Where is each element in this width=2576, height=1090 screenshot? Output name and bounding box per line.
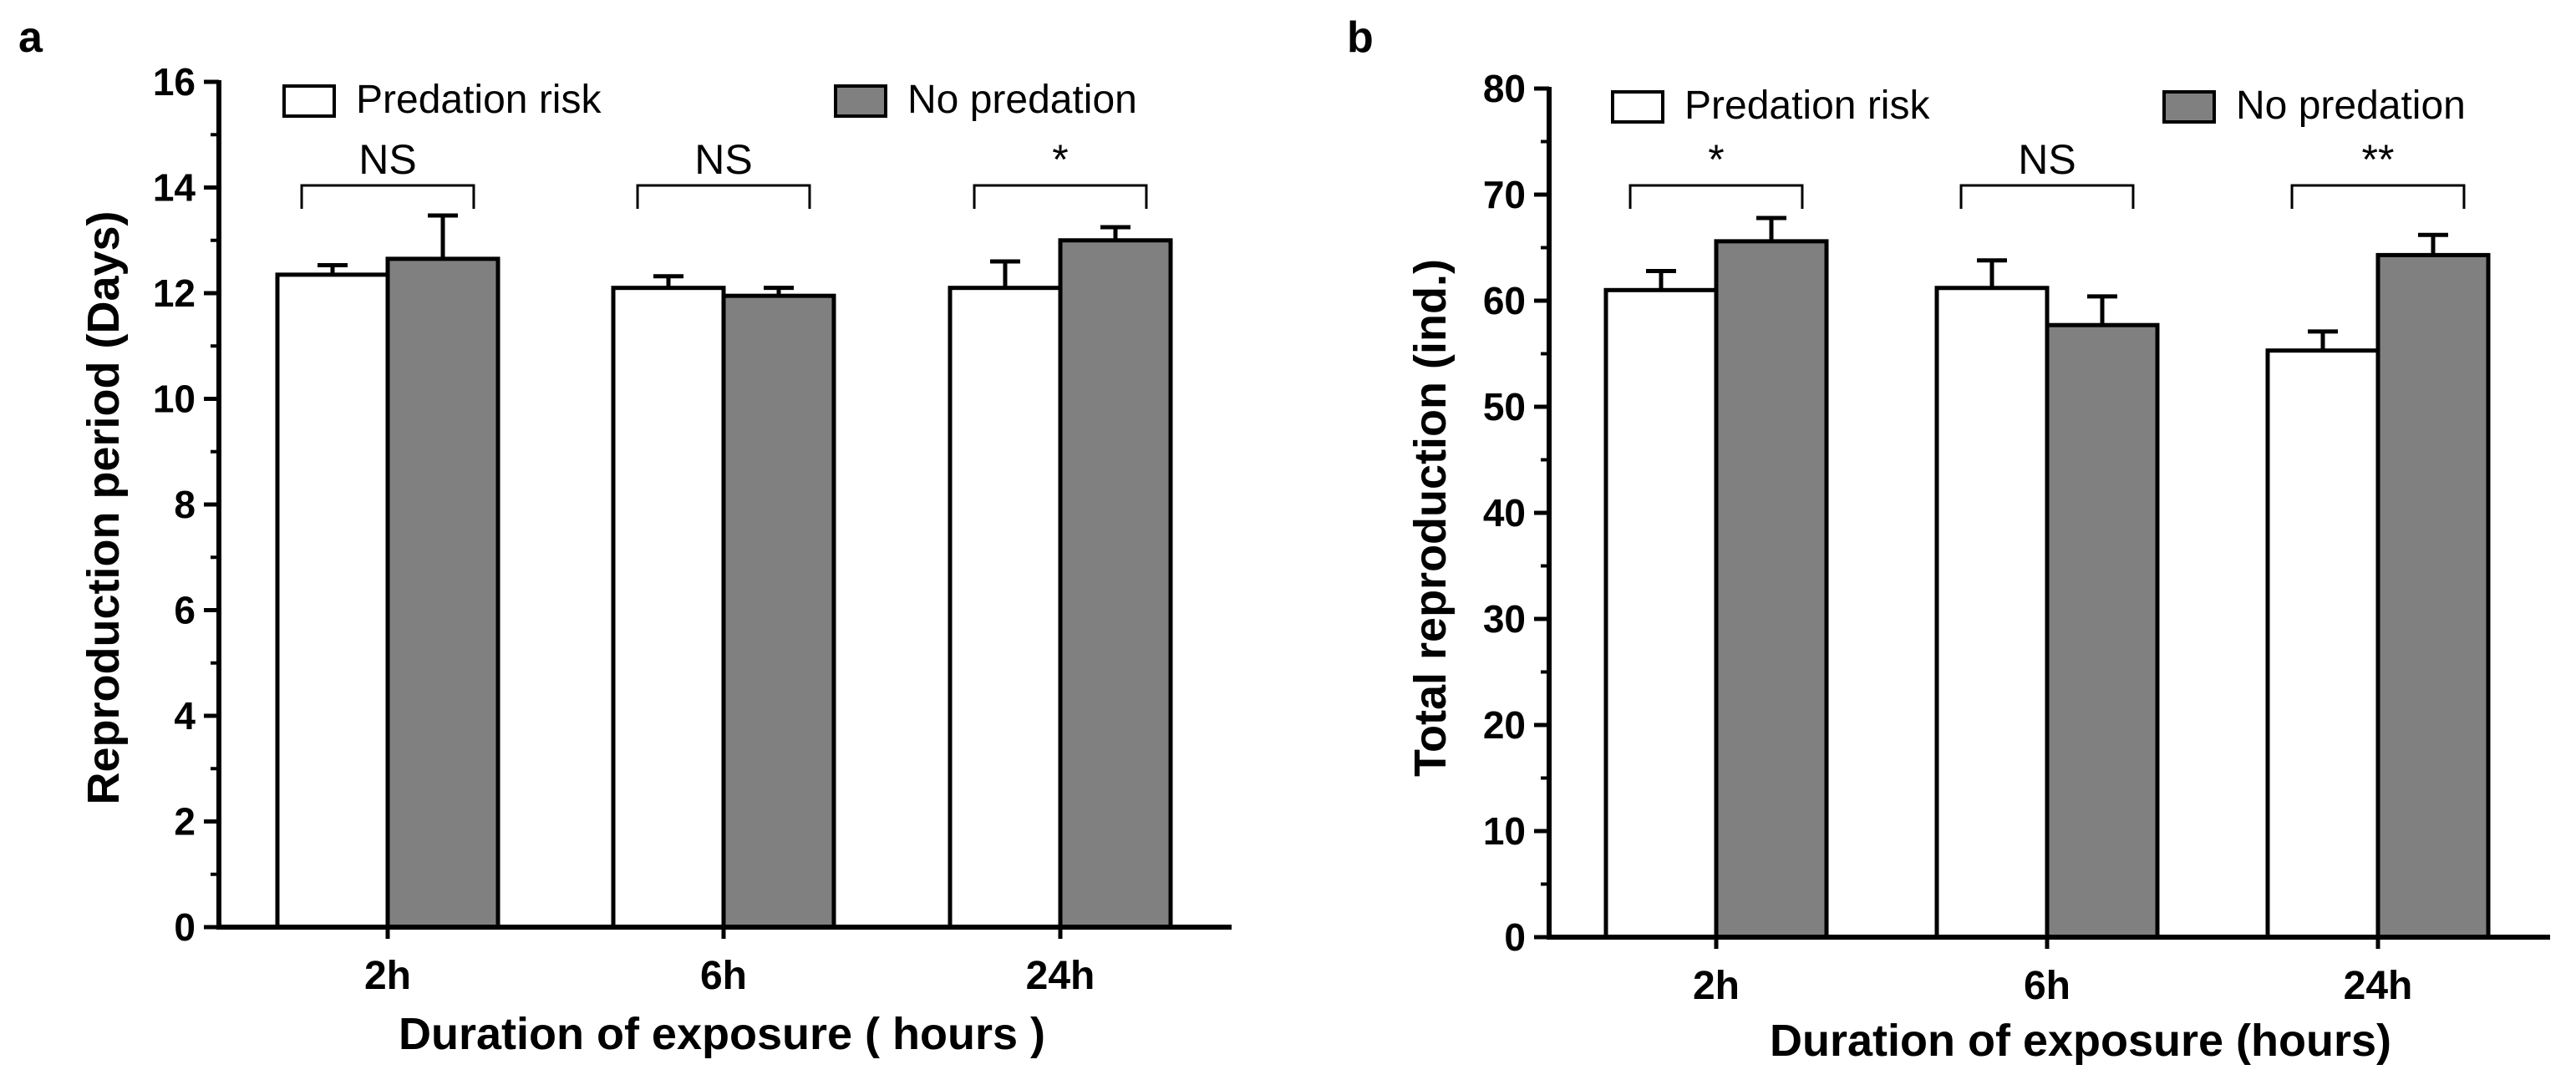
legend-label-predation-risk: Predation risk <box>356 78 602 122</box>
significance-bracket-24h <box>2290 184 2466 209</box>
panel-b-letter: b <box>1347 13 1374 62</box>
significance-label-24h: ** <box>2362 136 2395 183</box>
significance-bracket-6h <box>636 184 811 209</box>
y-tick-label-8: 8 <box>174 483 196 526</box>
panel-b-legend: Predation risk No predation <box>1611 84 2466 128</box>
bar-predation-risk-2h <box>1603 287 1719 940</box>
bar-no-predation-6h <box>721 293 836 930</box>
panel-b-x-axis-title: Duration of exposure (hours) <box>1770 1016 2391 1066</box>
legend-label-no-predation: No predation <box>2236 84 2466 128</box>
significance-label-6h: NS <box>2018 136 2076 183</box>
bar-no-predation-24h <box>1058 238 1173 930</box>
y-tick-label-0: 0 <box>174 905 196 949</box>
bar-no-predation-24h <box>2375 252 2491 940</box>
y-tick-label-16: 16 <box>153 60 196 104</box>
significance-bracket-2h <box>1628 184 1804 209</box>
panel-b: b Total reproduction (ind.) Duration of … <box>1347 13 2550 1066</box>
y-tick-label-2: 2 <box>174 800 196 844</box>
significance-bracket-24h <box>973 184 1148 209</box>
panel-a-legend: Predation risk No predation <box>282 78 1137 122</box>
bar-predation-risk-24h <box>948 286 1063 930</box>
x-tick-label-2h: 2h <box>364 954 411 998</box>
panel-a-x-axis-title: Duration of exposure ( hours ) <box>399 1009 1045 1059</box>
bar-no-predation-2h <box>1714 239 1829 940</box>
significance-label-2h: * <box>1708 136 1724 183</box>
y-tick-label-6: 6 <box>174 589 196 632</box>
panel-a-y-axis-title: Reproduction period (Days) <box>79 210 129 804</box>
panel-a-letter: a <box>18 13 43 62</box>
y-tick-label-14: 14 <box>153 166 196 210</box>
panel-a: a Reproduction period (Days) Duration of… <box>18 13 1232 1059</box>
bar-predation-risk-2h <box>275 272 390 930</box>
y-tick-label-0: 0 <box>1504 915 1526 959</box>
significance-label-24h: * <box>1052 136 1068 183</box>
panel-b-plot: * 2h NS 6h ** 24h 0 10 20 30 40 50 60 70 80 <box>1483 67 2550 1008</box>
x-tick-label-2h: 2h <box>1693 964 1740 1008</box>
bar-predation-risk-24h <box>2265 348 2380 940</box>
y-tick-label-10: 10 <box>153 378 196 421</box>
legend-swatch-no-predation <box>834 84 887 118</box>
legend-label-predation-risk: Predation risk <box>1684 84 1930 128</box>
bar-predation-risk-6h <box>611 286 726 930</box>
y-tick-label-80: 80 <box>1483 67 1526 110</box>
legend-label-no-predation: No predation <box>907 78 1137 122</box>
y-tick-label-4: 4 <box>174 694 196 738</box>
bar-no-predation-2h <box>385 256 500 930</box>
x-tick-label-24h: 24h <box>2344 964 2413 1008</box>
x-tick-label-6h: 6h <box>700 954 747 998</box>
panel-a-plot: NS 2h NS 6h * 24h 0 2 4 6 8 10 12 14 16 <box>153 60 1232 998</box>
y-tick-label-60: 60 <box>1483 279 1526 322</box>
y-tick-label-20: 20 <box>1483 703 1526 747</box>
y-tick-label-12: 12 <box>153 271 196 315</box>
legend-swatch-predation-risk <box>1611 90 1664 124</box>
y-tick-label-40: 40 <box>1483 491 1526 535</box>
y-tick-label-10: 10 <box>1483 809 1526 853</box>
x-tick-label-24h: 24h <box>1026 954 1095 998</box>
y-tick-label-30: 30 <box>1483 597 1526 641</box>
bar-predation-risk-6h <box>1934 286 2050 940</box>
significance-bracket-6h <box>1959 184 2135 209</box>
significance-label-6h: NS <box>694 136 752 183</box>
legend-swatch-predation-risk <box>282 84 336 118</box>
x-tick-label-6h: 6h <box>2024 964 2070 1008</box>
bar-no-predation-6h <box>2045 322 2160 940</box>
significance-bracket-2h <box>300 184 475 209</box>
legend-swatch-no-predation <box>2162 90 2216 124</box>
panel-b-y-axis-title: Total reproduction (ind.) <box>1405 259 1456 777</box>
y-tick-label-50: 50 <box>1483 385 1526 428</box>
y-tick-label-70: 70 <box>1483 173 1526 216</box>
significance-label-2h: NS <box>358 136 416 183</box>
